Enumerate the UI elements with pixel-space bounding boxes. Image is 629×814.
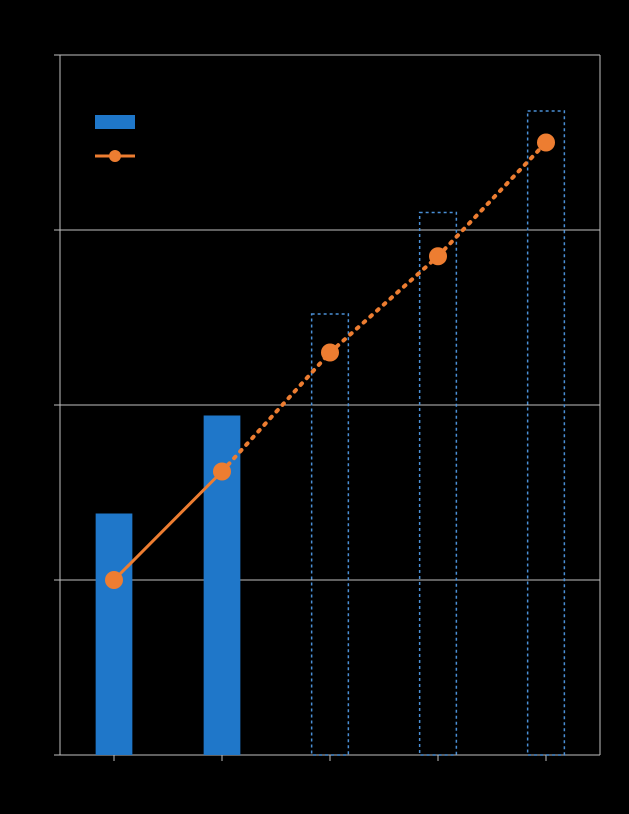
line-marker xyxy=(321,344,339,362)
legend-line-marker xyxy=(109,150,121,162)
legend-bar-swatch xyxy=(95,115,135,129)
bar-solid xyxy=(96,514,133,756)
chart-background xyxy=(0,0,629,814)
line-marker xyxy=(429,247,447,265)
combo-chart xyxy=(0,0,629,814)
line-marker xyxy=(105,571,123,589)
line-marker xyxy=(213,463,231,481)
line-marker xyxy=(537,134,555,152)
